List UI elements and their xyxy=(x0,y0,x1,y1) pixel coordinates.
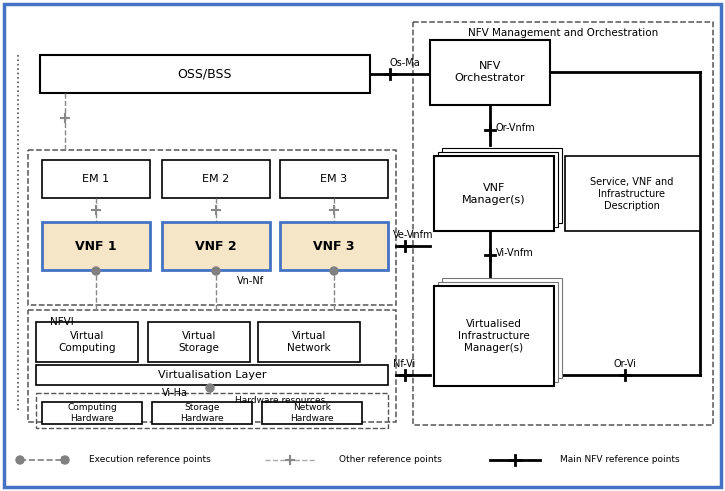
Text: Virtual
Storage: Virtual Storage xyxy=(178,331,220,353)
Text: Main NFV reference points: Main NFV reference points xyxy=(560,456,680,464)
Text: Virtualised
Infrastructure
Manager(s): Virtualised Infrastructure Manager(s) xyxy=(458,319,530,354)
Circle shape xyxy=(330,267,338,275)
Text: VNF 3: VNF 3 xyxy=(313,240,355,252)
Bar xyxy=(162,222,270,270)
Bar xyxy=(40,55,370,93)
Text: VNF
Manager(s): VNF Manager(s) xyxy=(462,183,526,205)
Bar xyxy=(434,286,554,386)
Bar xyxy=(42,222,150,270)
Text: NFVI: NFVI xyxy=(50,317,74,327)
Bar xyxy=(280,222,388,270)
Text: Hardware resources: Hardware resources xyxy=(235,396,325,405)
Text: Nf-Vi: Nf-Vi xyxy=(393,359,415,369)
Text: Virtualisation Layer: Virtualisation Layer xyxy=(158,370,266,380)
Text: Or-Vnfm: Or-Vnfm xyxy=(496,123,536,133)
Bar xyxy=(262,402,362,424)
Bar xyxy=(28,150,396,305)
Text: Virtual
Network: Virtual Network xyxy=(287,331,331,353)
Bar xyxy=(280,160,388,198)
Bar xyxy=(413,22,713,425)
Circle shape xyxy=(61,456,69,464)
Text: Service, VNF and
Infrastructure
Description: Service, VNF and Infrastructure Descript… xyxy=(590,177,674,212)
Text: EM 3: EM 3 xyxy=(320,174,347,184)
Bar xyxy=(162,160,270,198)
Bar xyxy=(565,156,700,231)
Text: Computing
Hardware: Computing Hardware xyxy=(67,403,117,423)
Text: Other reference points: Other reference points xyxy=(339,456,442,464)
Text: Virtual
Computing: Virtual Computing xyxy=(58,331,116,353)
Bar xyxy=(434,156,554,231)
Text: OSS/BSS: OSS/BSS xyxy=(178,67,232,81)
Text: Os-Ma: Os-Ma xyxy=(389,58,420,68)
Text: NFV Management and Orchestration: NFV Management and Orchestration xyxy=(468,28,658,38)
Text: VNF 1: VNF 1 xyxy=(75,240,117,252)
Text: EM 1: EM 1 xyxy=(83,174,109,184)
Bar xyxy=(442,278,562,378)
Bar xyxy=(42,160,150,198)
Text: Execution reference points: Execution reference points xyxy=(89,456,211,464)
Bar xyxy=(438,152,558,227)
Text: Ve-Vnfm: Ve-Vnfm xyxy=(393,230,434,240)
Bar xyxy=(42,402,142,424)
Text: Storage
Hardware: Storage Hardware xyxy=(181,403,224,423)
Circle shape xyxy=(92,267,100,275)
Bar xyxy=(152,402,252,424)
Text: Or-Vi: Or-Vi xyxy=(613,359,637,369)
Bar xyxy=(28,310,396,422)
Text: Vi-Ha: Vi-Ha xyxy=(162,388,188,398)
Bar xyxy=(36,393,388,428)
Text: Network
Hardware: Network Hardware xyxy=(290,403,334,423)
Text: EM 2: EM 2 xyxy=(202,174,230,184)
Bar xyxy=(36,322,138,362)
Text: NFV
Orchestrator: NFV Orchestrator xyxy=(455,61,526,83)
Bar xyxy=(258,322,360,362)
Bar xyxy=(36,365,388,385)
Bar xyxy=(438,282,558,382)
Circle shape xyxy=(212,267,220,275)
Bar xyxy=(148,322,250,362)
Bar xyxy=(442,148,562,223)
Text: VNF 2: VNF 2 xyxy=(195,240,237,252)
Circle shape xyxy=(206,384,214,392)
Bar xyxy=(430,40,550,105)
Text: Vi-Vnfm: Vi-Vnfm xyxy=(496,248,534,258)
Circle shape xyxy=(16,456,24,464)
Text: Vn-Nf: Vn-Nf xyxy=(236,276,264,286)
